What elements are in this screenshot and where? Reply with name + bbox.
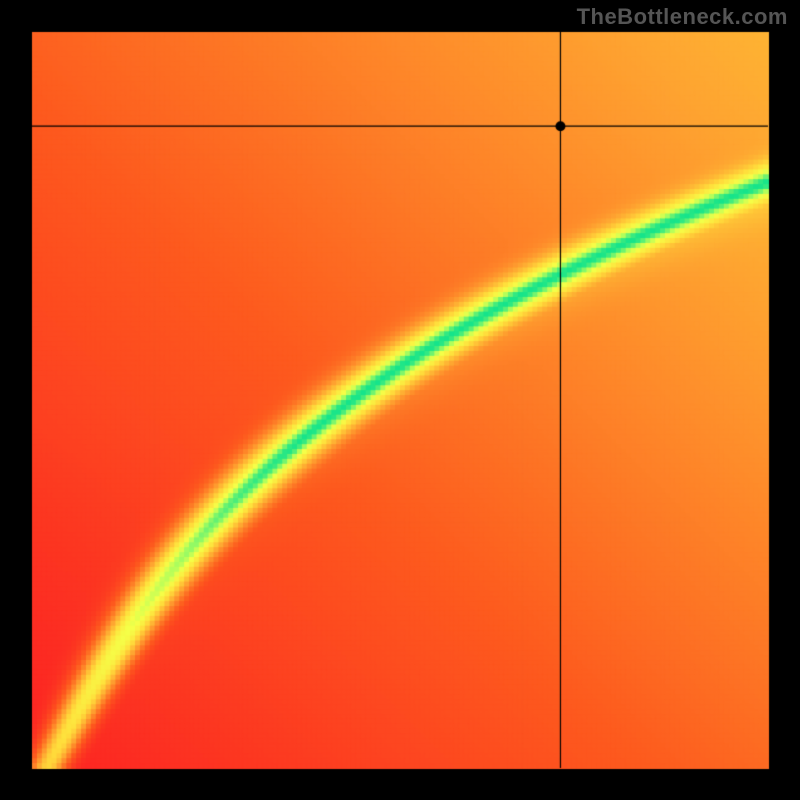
heatmap-canvas	[0, 0, 800, 800]
chart-container: TheBottleneck.com	[0, 0, 800, 800]
watermark-text: TheBottleneck.com	[577, 4, 788, 30]
